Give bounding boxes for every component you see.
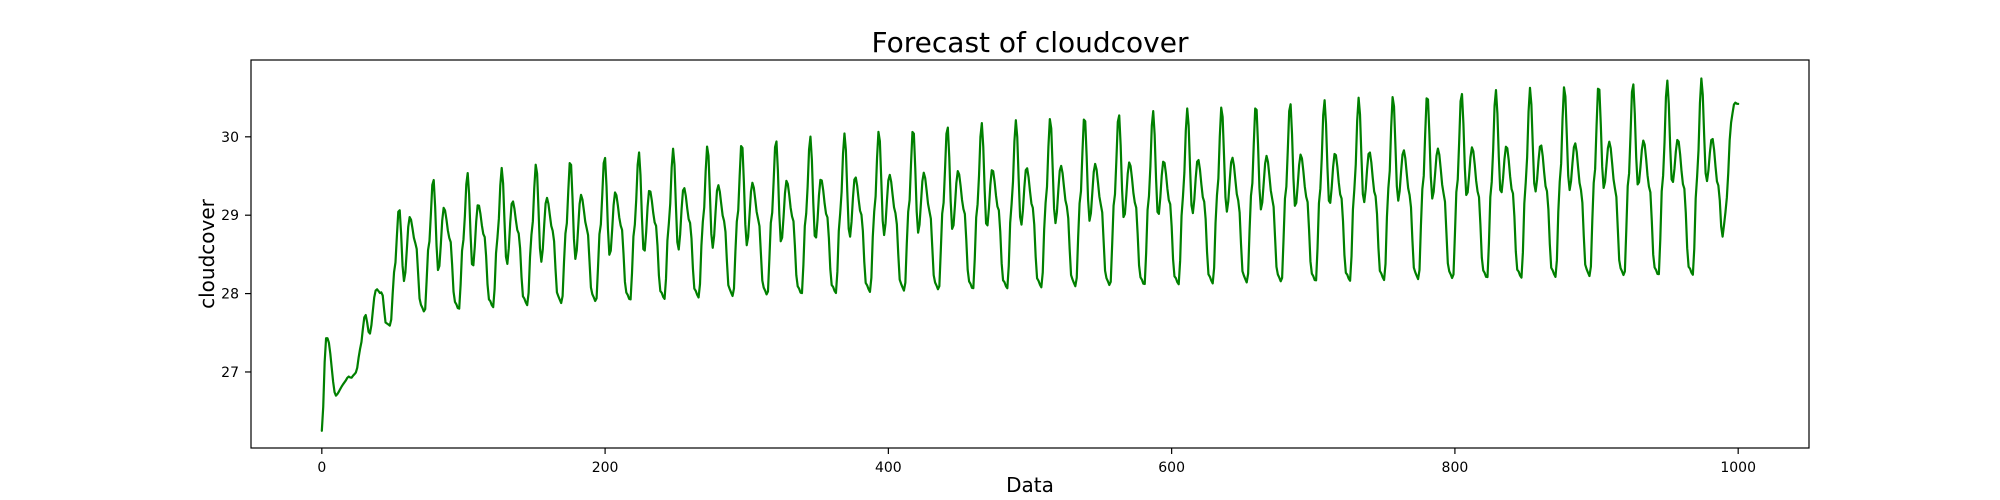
plot-frame — [250, 59, 1810, 449]
x-tick-label: 400 — [875, 460, 902, 476]
y-axis-label: cloudcover — [195, 198, 219, 309]
x-axis-label: Data — [1006, 473, 1054, 497]
x-tick-label: 0 — [317, 460, 326, 476]
x-tick-label: 200 — [592, 460, 619, 476]
axis-ticks: 0 200 400 600 800 1000 27 28 29 30 — [221, 130, 1756, 476]
chart-title: Forecast of cloudcover — [872, 26, 1189, 59]
y-tick-label: 27 — [221, 365, 239, 381]
series-line — [320, 77, 1740, 432]
x-tick-label: 800 — [1442, 460, 1469, 476]
x-tick-label: 600 — [1158, 460, 1185, 476]
y-tick-label: 28 — [221, 287, 239, 303]
y-tick-label: 29 — [221, 208, 239, 224]
y-tick-label: 30 — [221, 130, 239, 146]
x-tick-label: 1000 — [1720, 460, 1756, 476]
